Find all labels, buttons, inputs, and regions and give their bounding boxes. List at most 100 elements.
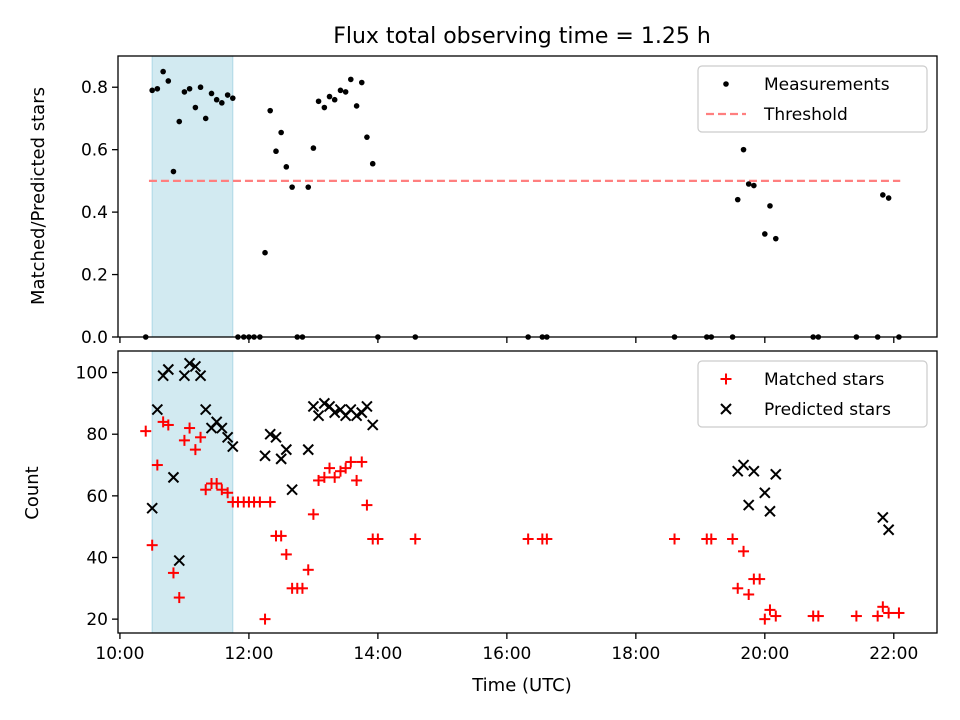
marker-stroke (216, 422, 228, 434)
measurement-point (224, 92, 231, 98)
matched-star-point (307, 508, 319, 520)
predicted-star-point (759, 487, 771, 499)
matched-star-point (372, 533, 384, 545)
matched-star-point (280, 548, 292, 560)
matched-star-point (351, 474, 363, 486)
measurement-point (278, 129, 284, 136)
y-tick-label: 100 (76, 364, 108, 384)
predicted-star-point (167, 471, 180, 484)
matched-star-point (275, 530, 287, 542)
marker-stroke (178, 369, 191, 382)
matched-star-point (318, 471, 330, 483)
matched-star-point (296, 582, 308, 594)
matched-star-point (167, 567, 179, 579)
y-tick-label: 80 (86, 425, 108, 445)
matched-star-point (200, 484, 212, 496)
predicted-star-point (328, 406, 341, 419)
chart-title: Flux total observing time = 1.25 h (333, 24, 711, 49)
matched-star-point (669, 533, 681, 545)
matched-star-point (254, 496, 266, 508)
measurement-point (262, 249, 268, 256)
bottom-y-axis-label: Count (22, 466, 43, 519)
predicted-star-point (221, 431, 234, 444)
matched-star-point (872, 610, 884, 622)
matched-star-point (356, 456, 368, 468)
predicted-star-point (742, 499, 755, 511)
marker-stroke (227, 440, 239, 453)
matched-star-point (302, 564, 314, 576)
predicted-star-point (302, 443, 314, 456)
legend-predicted-marker (720, 403, 732, 415)
y-tick-label: 0.8 (81, 78, 108, 98)
marker-stroke (275, 453, 287, 465)
predicted-star-point (173, 554, 185, 567)
marker-stroke (302, 443, 314, 456)
measurement-point (321, 104, 328, 111)
predicted-star-point (227, 440, 239, 453)
matched-star-point (324, 462, 336, 474)
predicted-star-point (259, 450, 271, 462)
predicted-star-point (280, 443, 293, 456)
measurement-point (369, 160, 376, 167)
measurement-point (772, 235, 779, 242)
measurement-point (170, 168, 177, 175)
predicted-star-point (312, 410, 325, 422)
marker-stroke (764, 505, 776, 517)
predicted-star-point (183, 357, 196, 370)
matched-star-point (173, 592, 185, 604)
matched-star-point (361, 499, 373, 511)
marker-stroke (328, 406, 341, 419)
legend-label: Matched stars (764, 370, 884, 390)
marker-stroke (882, 524, 895, 536)
matched-star-point (705, 533, 717, 545)
marker-stroke (748, 465, 760, 477)
marker-stroke (312, 410, 325, 422)
predicted-star-point (178, 369, 191, 382)
predicted-star-point (194, 369, 207, 382)
matched-star-point (727, 533, 739, 545)
measurement-point (734, 196, 741, 203)
measurement-point (165, 78, 172, 84)
matched-star-point (522, 533, 534, 545)
marker-stroke (367, 419, 379, 431)
predicted-star-point (216, 422, 228, 434)
marker-stroke (173, 554, 185, 567)
shaded-observing-window (151, 55, 234, 338)
measurement-point (740, 146, 747, 153)
predicted-star-point (764, 505, 776, 517)
y-tick-label: 0.2 (81, 266, 108, 286)
matched-star-point (754, 573, 766, 585)
predicted-star-point (367, 419, 379, 431)
matched-star-point (162, 419, 174, 431)
marker-stroke (194, 369, 207, 382)
measurement-point (364, 134, 370, 140)
y-tick-label: 0.6 (81, 141, 108, 161)
matched-star-point (140, 425, 152, 437)
measurement-point (149, 87, 155, 94)
matched-star-point (195, 431, 207, 443)
marker-stroke (361, 400, 373, 413)
marker-stroke (334, 403, 347, 416)
marker-stroke (286, 483, 298, 496)
predicted-star-point (189, 360, 202, 373)
measurement-point (305, 184, 312, 190)
matched-star-point (764, 604, 776, 616)
matched-star-point (883, 607, 895, 619)
marker-stroke (323, 400, 336, 413)
measurement-point (751, 182, 757, 189)
matched-star-point (850, 610, 862, 622)
predicted-star-point (350, 410, 363, 422)
marker-stroke (742, 499, 755, 511)
plot-frame (117, 350, 938, 634)
measurement-point (202, 115, 209, 122)
shaded-observing-window (151, 350, 234, 634)
measurement-point (160, 68, 166, 75)
series-matched-stars (140, 416, 905, 625)
matched-star-point (313, 474, 325, 486)
predicted-star-point (146, 502, 158, 514)
predicted-star-point (307, 400, 320, 413)
marker-stroke (199, 403, 212, 416)
predicted-star-point (361, 400, 373, 413)
x-tick-label: 12:00 (224, 644, 273, 664)
x-tick-label: 20:00 (740, 644, 789, 664)
